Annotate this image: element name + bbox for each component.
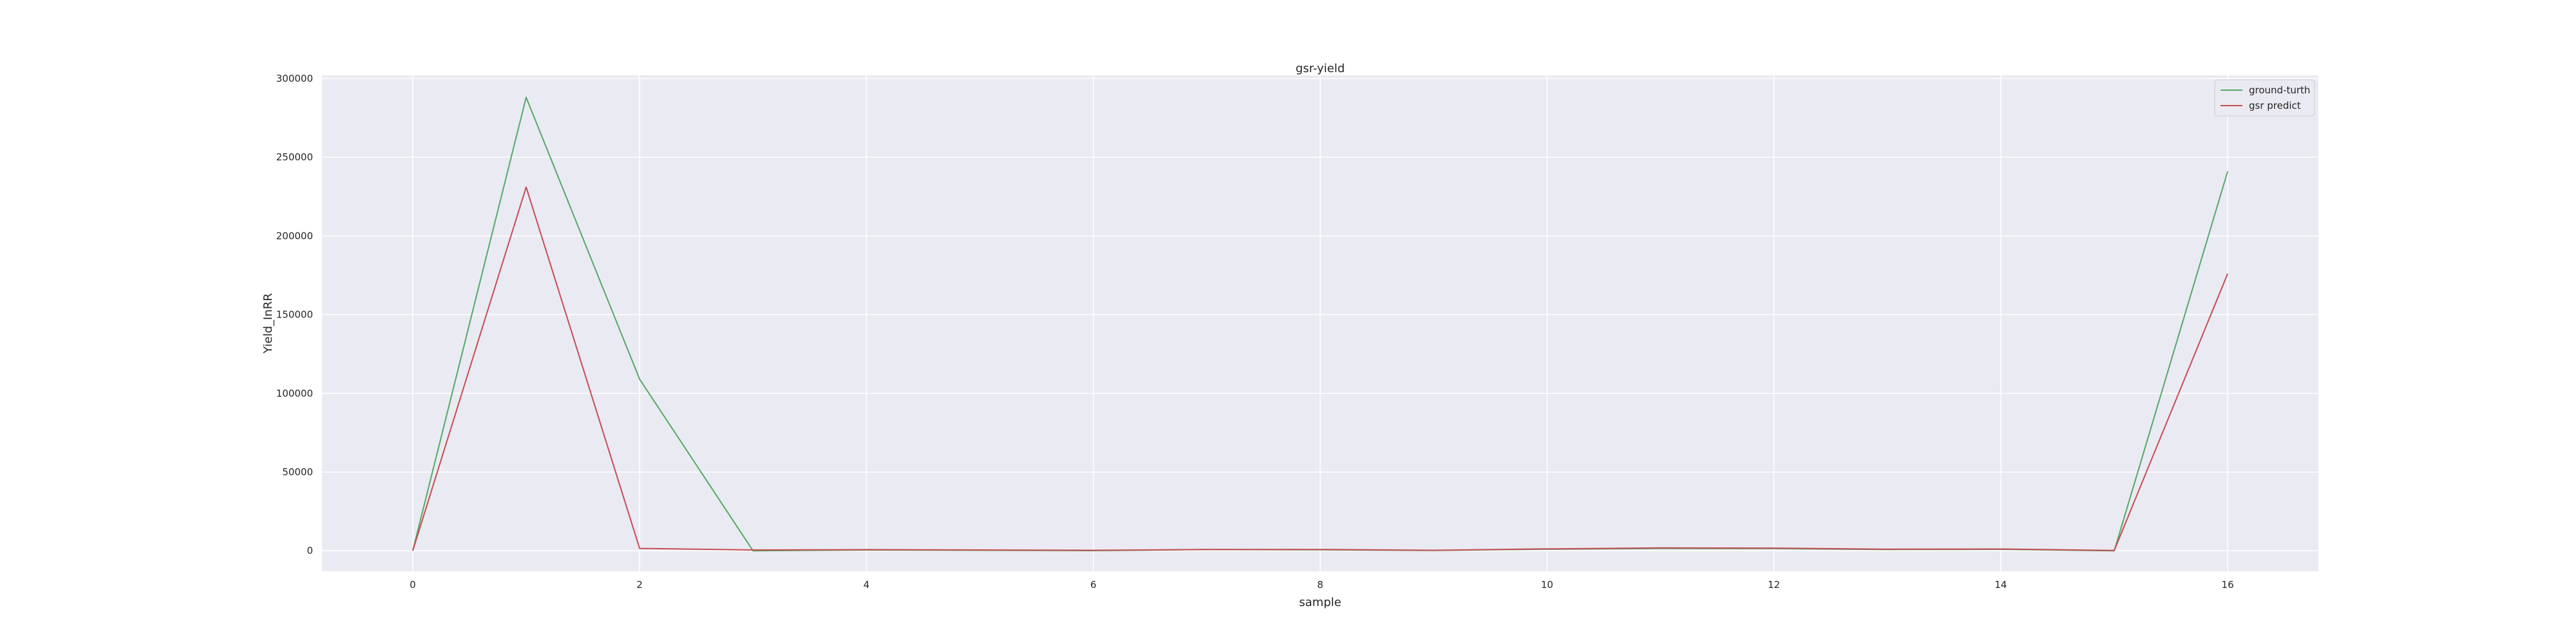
x-tick-label: 4 (864, 579, 870, 591)
y-axis-label: Yield_InRR (261, 293, 275, 354)
x-tick-label: 12 (1768, 579, 1780, 591)
y-tick-label: 200000 (276, 230, 313, 242)
legend-label-ground-turth: ground-turth (2249, 84, 2310, 96)
y-tick-label: 100000 (276, 388, 313, 399)
x-tick-label: 2 (636, 579, 643, 591)
series-line-gsr-predict (412, 186, 2229, 551)
y-tick-label: 0 (307, 545, 313, 556)
x-tick-label: 8 (1317, 579, 1323, 591)
x-tick-label: 14 (1994, 579, 2007, 591)
x-tick-label: 0 (410, 579, 416, 591)
x-axis-ticks: 0 2 4 6 8 10 12 14 16 (410, 579, 2234, 591)
y-axis-ticks: 0 50000 100000 150000 200000 250000 300000 (276, 73, 313, 556)
y-tick-label: 150000 (276, 309, 313, 321)
series-layer (412, 97, 2229, 552)
x-tick-label: 10 (1541, 579, 1553, 591)
legend: ground-turth gsr predict (2214, 79, 2315, 117)
legend-label-gsr-predict: gsr predict (2249, 100, 2301, 111)
grid (322, 75, 2318, 571)
y-tick-label: 50000 (282, 466, 313, 478)
legend-box (2214, 79, 2315, 117)
x-tick-label: 6 (1090, 579, 1097, 591)
x-tick-label: 16 (2222, 579, 2234, 591)
y-tick-label: 300000 (276, 73, 313, 84)
chart-title: gsr-yield (1296, 62, 1345, 75)
y-tick-label: 250000 (276, 151, 313, 163)
x-axis-label: sample (1299, 596, 1341, 609)
